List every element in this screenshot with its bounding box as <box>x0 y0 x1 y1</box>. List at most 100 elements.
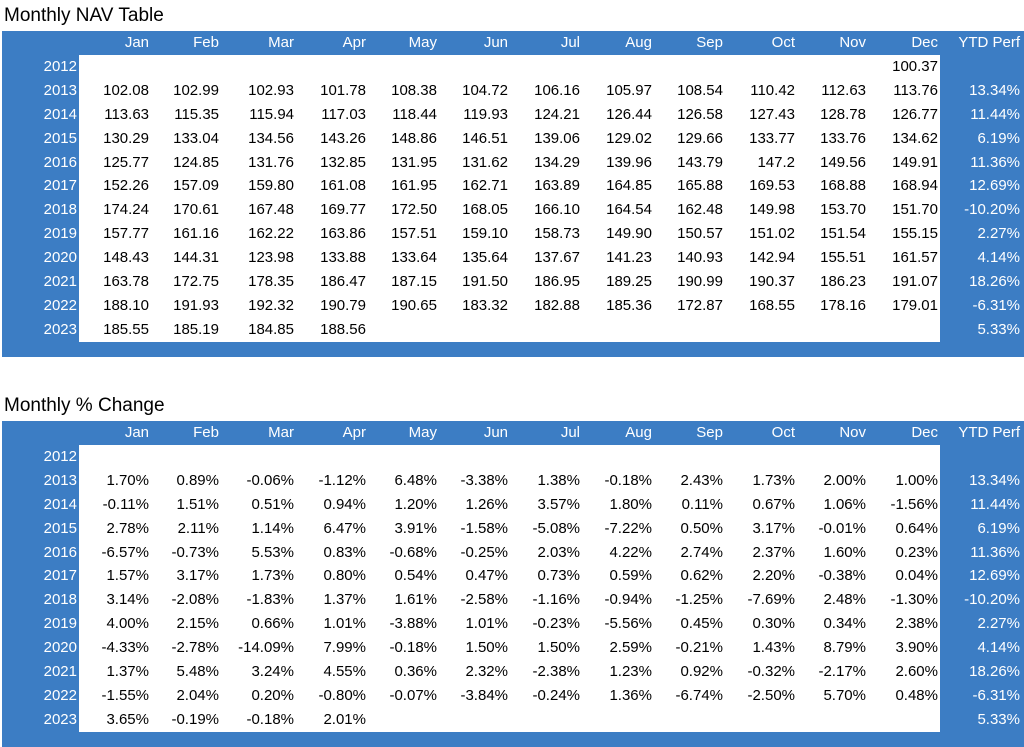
year-label: 2021 <box>43 663 77 680</box>
table-cell: -6.57% <box>101 543 149 561</box>
table-cell: 149.56 <box>820 153 866 171</box>
table-cell: -0.32% <box>747 663 795 680</box>
table-cell: 4.22% <box>609 543 652 561</box>
ytd-cell: 11.44% <box>970 105 1020 123</box>
table-cell: 157.51 <box>391 225 437 243</box>
table-cell: 3.14% <box>106 591 149 609</box>
table-cell: 1.06% <box>823 495 866 513</box>
table-cell: 2.38% <box>895 615 938 633</box>
table-cell: -0.18% <box>246 710 294 728</box>
year-label: 2017 <box>43 177 77 195</box>
table-row: 2015 2.78% 2.11% 1.14% 6.47% 3.91% -1.58% -5.08… <box>2 517 1024 541</box>
year-label: 2021 <box>43 273 77 290</box>
year-label: 2012 <box>43 57 77 75</box>
table-cell: 191.93 <box>173 296 219 314</box>
table-cell: 163.86 <box>320 225 366 243</box>
table-cell: 191.07 <box>892 273 938 290</box>
table-cell: 0.47% <box>465 567 508 585</box>
column-header-aug: Aug <box>625 34 652 51</box>
table-cell: 0.51% <box>251 495 294 513</box>
table-cell: -1.12% <box>318 471 366 489</box>
table-cell: -5.56% <box>604 615 652 633</box>
table-row: 2016 125.77 124.85 131.76 132.85 131.95 131.62… <box>2 151 1024 175</box>
table-cell: 163.89 <box>534 177 580 195</box>
table-cell: 163.78 <box>103 273 149 290</box>
table-cell: 126.44 <box>606 105 652 123</box>
table-cell: -0.01% <box>818 519 866 537</box>
table-cell: 133.04 <box>173 129 219 147</box>
column-header-oct: Oct <box>771 424 795 441</box>
table-cell: 166.10 <box>534 201 580 219</box>
table-cell: 159.80 <box>248 177 294 195</box>
table-cell: 146.51 <box>462 129 508 147</box>
table-cell: 142.94 <box>749 249 795 267</box>
year-label: 2023 <box>43 710 77 728</box>
table-cell: -0.68% <box>389 543 437 561</box>
table-cell: -0.18% <box>604 471 652 489</box>
table-cell: -0.80% <box>318 686 366 704</box>
year-label: 2022 <box>43 686 77 704</box>
table-cell: 0.23% <box>895 543 938 561</box>
table-cell: 104.72 <box>462 81 508 99</box>
table-cell: 2.60% <box>895 663 938 680</box>
table-cell: -0.19% <box>171 710 219 728</box>
table-cell: 137.67 <box>534 249 580 267</box>
table-cell: 168.94 <box>892 177 938 195</box>
table-cell: 2.03% <box>537 543 580 561</box>
table-cell: 0.11% <box>681 495 723 513</box>
column-header-feb: Feb <box>193 34 219 51</box>
table-cell: -2.58% <box>460 591 508 609</box>
table-cell: 151.70 <box>892 201 938 219</box>
ytd-cell: 5.33% <box>977 710 1020 728</box>
table-cell: 2.48% <box>823 591 866 609</box>
table-cell: 1.43% <box>752 639 795 657</box>
table-cell: 119.93 <box>463 105 508 123</box>
table-cell: 131.62 <box>462 153 508 171</box>
ytd-cell: 11.44% <box>970 495 1020 513</box>
table-cell: 135.64 <box>462 249 508 267</box>
year-label: 2015 <box>43 129 77 147</box>
table-row: 2014 -0.11% 1.51% 0.51% 0.94% 1.20% 1.26% 3.57%… <box>2 493 1024 517</box>
table-row: 2016 -6.57% -0.73% 5.53% 0.83% -0.68% -0.25% 2.… <box>2 541 1024 565</box>
table-cell: 0.04% <box>895 567 938 585</box>
table-cell: 102.99 <box>173 81 219 99</box>
year-label: 2017 <box>43 567 77 585</box>
table-cell: 183.32 <box>462 296 508 314</box>
table-cell: 134.29 <box>534 153 580 171</box>
table-row: 2013 102.08 102.99 102.93 101.78 108.38 104.72… <box>2 79 1024 103</box>
table-cell: 123.98 <box>248 249 294 267</box>
table-cell: 0.50% <box>680 519 723 537</box>
table-cell: 1.00% <box>895 471 938 489</box>
column-header-sep: Sep <box>696 34 723 51</box>
table-cell: 125.77 <box>103 153 149 171</box>
table-cell: 143.26 <box>320 129 366 147</box>
header-row: Jan Feb Mar Apr May Jun Jul Aug Sep Oct Nov Dec YTD … <box>2 421 1024 445</box>
column-header-apr: Apr <box>342 424 366 441</box>
table-cell: 0.92% <box>680 663 723 680</box>
table-cell: 190.99 <box>677 273 723 290</box>
table-cell: -5.08% <box>532 519 580 537</box>
column-header-dec: Dec <box>911 424 938 441</box>
table-cell: 147.2 <box>757 153 795 171</box>
table-cell: 168.88 <box>820 177 866 195</box>
table-cell: 1.14% <box>251 519 294 537</box>
table-cell: 113.63 <box>104 105 149 123</box>
table-cell: -0.23% <box>532 615 580 633</box>
year-label: 2014 <box>43 495 77 513</box>
table-cell: 153.70 <box>820 201 866 219</box>
year-label: 2018 <box>43 591 77 609</box>
table-cell: 0.48% <box>895 686 938 704</box>
table-cell: 1.23% <box>609 663 652 680</box>
table-cell: 169.77 <box>320 201 366 219</box>
table-cell: 2.78% <box>106 519 149 537</box>
table-row: 2023 3.65% -0.19% -0.18% 2.01% 5.33% <box>2 708 1024 732</box>
table-cell: 151.54 <box>820 225 866 243</box>
table-cell: 187.15 <box>391 273 437 290</box>
table-cell: 1.73% <box>251 567 294 585</box>
table-cell: 0.66% <box>251 615 294 633</box>
table-cell: 1.20% <box>394 495 437 513</box>
table-cell: -2.38% <box>532 663 580 680</box>
column-header-nov: Nov <box>839 424 866 441</box>
table-cell: 149.98 <box>749 201 795 219</box>
table-row: 2015 130.29 133.04 134.56 143.26 148.86 146.51… <box>2 127 1024 151</box>
